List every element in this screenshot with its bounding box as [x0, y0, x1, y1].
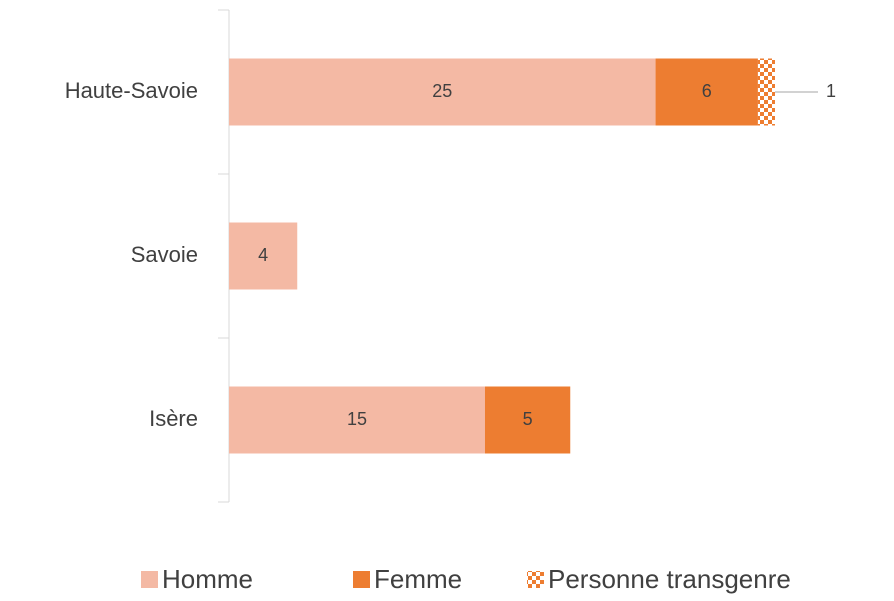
data-label: 1	[826, 81, 836, 101]
legend-swatch	[141, 571, 158, 588]
bar-segment	[655, 58, 758, 126]
bar-segment	[229, 58, 656, 126]
bar-segment	[229, 386, 485, 454]
category-label: Savoie	[131, 242, 198, 267]
bar-segment	[229, 222, 298, 290]
legend-label: Femme	[374, 564, 462, 594]
bar-segment	[757, 58, 775, 126]
legend-swatch	[527, 571, 544, 588]
category-label: Haute-Savoie	[65, 78, 198, 103]
category-label: Isère	[149, 406, 198, 431]
data-label: 4	[258, 245, 268, 265]
data-label: 25	[432, 81, 452, 101]
bar-segment	[484, 386, 571, 454]
legend-swatch	[353, 571, 370, 588]
data-label: 15	[347, 409, 367, 429]
data-label: 5	[523, 409, 533, 429]
legend-label: Personne transgenre	[548, 564, 791, 594]
legend-label: Homme	[162, 564, 253, 594]
data-label: 6	[702, 81, 712, 101]
